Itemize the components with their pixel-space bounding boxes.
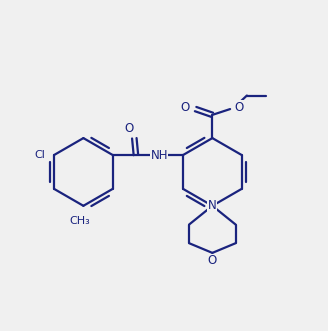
Text: N: N: [208, 199, 217, 212]
Text: O: O: [208, 255, 217, 267]
Text: O: O: [234, 101, 243, 114]
Text: Cl: Cl: [34, 150, 45, 160]
Text: O: O: [180, 101, 190, 114]
Text: CH₃: CH₃: [70, 216, 91, 226]
Text: NH: NH: [151, 149, 168, 162]
Text: O: O: [124, 122, 133, 135]
